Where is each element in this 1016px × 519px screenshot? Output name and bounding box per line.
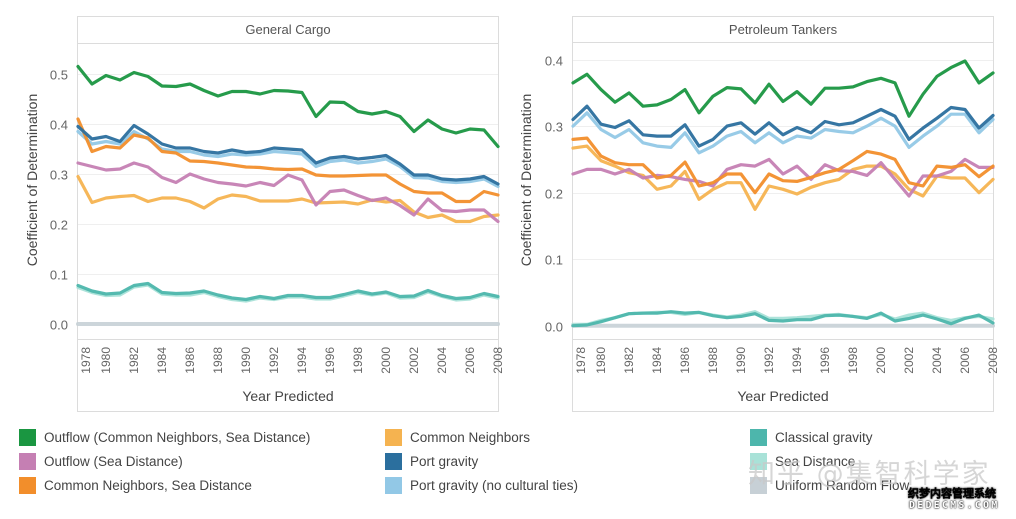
series-line-classical-gravity bbox=[571, 310, 995, 328]
x-tick-label: 1980 bbox=[99, 347, 113, 374]
x-axis-title: Year Predicted bbox=[737, 388, 828, 404]
x-tick-label: 2008 bbox=[986, 347, 1000, 374]
x-tick-label: 1994 bbox=[790, 347, 804, 374]
x-tick-label: 2002 bbox=[407, 347, 421, 374]
x-tick-label: 1998 bbox=[846, 347, 860, 374]
series-line-outflow-common-neighbors-sea-distance bbox=[76, 64, 500, 149]
x-tick-label: 2006 bbox=[958, 347, 972, 374]
legend-swatch bbox=[750, 428, 767, 446]
series-line-port-gravity bbox=[571, 104, 995, 148]
y-tick-label: 0.1 bbox=[545, 253, 563, 268]
panel-frame bbox=[572, 16, 994, 412]
legend-swatch bbox=[385, 476, 402, 494]
legend-item[interactable]: Outflow (Sea Distance) bbox=[19, 451, 183, 471]
series-line-outflow-sea-distance bbox=[571, 157, 995, 198]
y-axis-title: Coefficient of Determination bbox=[24, 94, 40, 267]
legend-item[interactable]: Classical gravity bbox=[750, 427, 873, 447]
y-tick-label: 0.3 bbox=[50, 168, 68, 183]
legend-swatch bbox=[19, 452, 36, 470]
legend: Outflow (Common Neighbors, Sea Distance)… bbox=[0, 423, 1016, 519]
legend-item[interactable]: Common Neighbors, Sea Distance bbox=[19, 475, 252, 495]
legend-item[interactable]: Common Neighbors bbox=[385, 427, 530, 447]
legend-label: Uniform Random Flow bbox=[775, 477, 910, 493]
x-tick-label: 1996 bbox=[323, 347, 337, 374]
x-tick-label: 1978 bbox=[574, 347, 588, 374]
legend-label: Sea Distance bbox=[775, 453, 856, 469]
legend-swatch bbox=[19, 476, 36, 494]
x-tick-label: 2000 bbox=[379, 347, 393, 374]
y-axis-title: Coefficient of Determination bbox=[518, 94, 534, 267]
x-tick-label: 1984 bbox=[650, 347, 664, 374]
legend-label: Port gravity bbox=[410, 453, 479, 469]
series-line-common-neighbors bbox=[76, 174, 500, 224]
x-tick-label: 1998 bbox=[351, 347, 365, 374]
legend-swatch bbox=[385, 428, 402, 446]
legend-swatch bbox=[750, 452, 767, 470]
series-line-common-neighbors bbox=[571, 144, 995, 211]
x-tick-label: 1980 bbox=[594, 347, 608, 374]
series-line-common-neighbors-sea-distance bbox=[76, 117, 500, 204]
legend-label: Classical gravity bbox=[775, 429, 873, 445]
y-tick-label: 0.5 bbox=[50, 68, 68, 83]
y-tick-label: 0.0 bbox=[50, 318, 68, 333]
x-tick-label: 1996 bbox=[818, 347, 832, 374]
x-tick-label: 1988 bbox=[706, 347, 720, 374]
series-line-port-gravity bbox=[76, 123, 500, 186]
legend-item[interactable]: Port gravity (no cultural ties) bbox=[385, 475, 578, 495]
legend-swatch bbox=[19, 428, 36, 446]
x-tick-label: 1982 bbox=[622, 347, 636, 374]
legend-item[interactable]: Sea Distance bbox=[750, 451, 855, 471]
legend-item[interactable]: Outflow (Common Neighbors, Sea Distance) bbox=[19, 427, 310, 447]
x-tick-label: 1986 bbox=[678, 347, 692, 374]
x-tick-label: 2004 bbox=[930, 347, 944, 374]
legend-label: Outflow (Common Neighbors, Sea Distance) bbox=[44, 429, 311, 445]
series-line-classical-gravity bbox=[76, 281, 500, 302]
series-line-outflow-common-neighbors-sea-distance bbox=[571, 59, 995, 118]
panel-title: General Cargo bbox=[245, 22, 330, 37]
y-tick-label: 0.2 bbox=[545, 187, 563, 202]
legend-label: Outflow (Sea Distance) bbox=[44, 453, 183, 469]
x-tick-label: 2006 bbox=[463, 347, 477, 374]
legend-item[interactable]: Uniform Random Flow bbox=[750, 475, 909, 495]
x-tick-label: 1986 bbox=[183, 347, 197, 374]
y-tick-label: 0.0 bbox=[545, 320, 563, 335]
x-tick-label: 2004 bbox=[435, 347, 449, 374]
panel-general-cargo: General Cargo 0.0 0.1 0.2 0.3 0.4 0.5 1978 198… bbox=[24, 16, 505, 412]
x-axis-title: Year Predicted bbox=[242, 388, 333, 404]
x-tick-label: 1992 bbox=[762, 347, 776, 374]
y-tick-label: 0.4 bbox=[50, 118, 68, 133]
panel-title: Petroleum Tankers bbox=[729, 22, 838, 37]
series-line-port-gravity-no-cultural-ties bbox=[571, 111, 995, 155]
x-tick-label: 2002 bbox=[902, 347, 916, 374]
legend-label: Common Neighbors, Sea Distance bbox=[44, 477, 252, 493]
x-tick-label: 1990 bbox=[239, 347, 253, 374]
legend-swatch bbox=[385, 452, 402, 470]
series-line-common-neighbors-sea-distance bbox=[571, 136, 995, 195]
legend-item[interactable]: Port gravity bbox=[385, 451, 478, 471]
x-tick-label: 1984 bbox=[155, 347, 169, 374]
legend-label: Common Neighbors bbox=[410, 429, 531, 445]
x-tick-label: 2008 bbox=[491, 347, 505, 374]
x-tick-label: 1988 bbox=[211, 347, 225, 374]
x-tick-label: 1978 bbox=[79, 347, 93, 374]
x-tick-label: 2000 bbox=[874, 347, 888, 374]
series-line-outflow-sea-distance bbox=[76, 161, 500, 224]
y-tick-label: 0.1 bbox=[50, 268, 68, 283]
chart: General Cargo 0.0 0.1 0.2 0.3 0.4 0.5 1978 198… bbox=[24, 16, 1000, 412]
x-tick-label: 1990 bbox=[734, 347, 748, 374]
legend-label: Port gravity (no cultural ties) bbox=[410, 477, 579, 493]
legend-swatch bbox=[750, 476, 767, 494]
y-tick-label: 0.3 bbox=[545, 120, 563, 135]
panel-petroleum-tankers: Petroleum Tankers 0.0 0.1 0.2 0.3 0.4 1978 19… bbox=[518, 16, 1000, 412]
x-tick-label: 1994 bbox=[295, 347, 309, 374]
x-tick-label: 1992 bbox=[267, 347, 281, 374]
y-tick-label: 0.4 bbox=[545, 54, 563, 69]
y-tick-label: 0.2 bbox=[50, 218, 68, 233]
x-tick-label: 1982 bbox=[127, 347, 141, 374]
